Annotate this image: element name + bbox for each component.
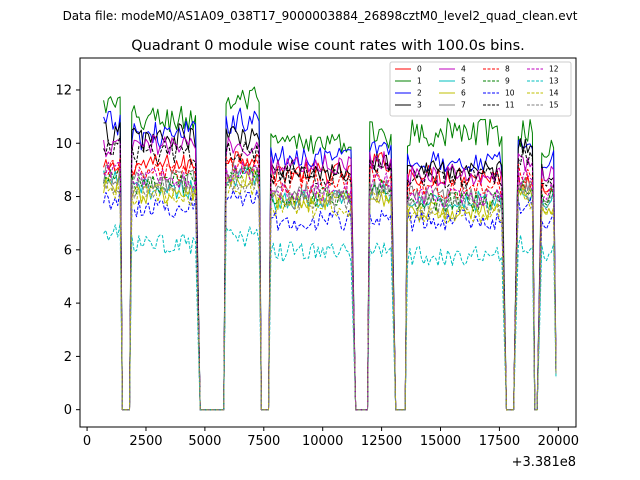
series-line-14 xyxy=(103,176,557,411)
x-axis-offset-label: +3.381e8 xyxy=(512,455,576,470)
chart-title: Quadrant 0 module wise count rates with … xyxy=(131,38,525,54)
legend-label-13: 13 xyxy=(549,77,559,86)
series-line-8 xyxy=(103,153,557,411)
legend-box xyxy=(389,61,572,117)
series-line-12 xyxy=(103,161,557,411)
x-tick-label: 7500 xyxy=(247,434,280,449)
series-line-13 xyxy=(103,222,557,411)
series-line-1 xyxy=(103,86,557,411)
legend-label-6: 6 xyxy=(461,89,466,98)
y-tick-label: 6 xyxy=(64,243,72,258)
legend-label-11: 11 xyxy=(505,101,515,110)
y-tick-label: 10 xyxy=(55,137,72,152)
y-tick-label: 0 xyxy=(64,403,72,418)
y-axis: 0 2 4 6 8 10 12 xyxy=(55,83,80,418)
y-tick-label: 12 xyxy=(55,83,72,98)
series-line-6 xyxy=(103,169,557,411)
series-line-11 xyxy=(103,135,557,411)
x-tick-label: 15000 xyxy=(420,434,461,449)
data-file-suptitle: Data file: modeM0/AS1A09_038T17_90000038… xyxy=(63,9,578,23)
legend-label-5: 5 xyxy=(461,77,466,86)
x-tick-label: 10000 xyxy=(302,434,343,449)
legend-label-2: 2 xyxy=(417,89,422,98)
legend-label-15: 15 xyxy=(549,101,559,110)
y-tick-label: 8 xyxy=(64,190,72,205)
x-tick-label: 20000 xyxy=(538,434,579,449)
legend-label-4: 4 xyxy=(461,65,466,74)
legend-label-7: 7 xyxy=(461,101,466,110)
legend-label-8: 8 xyxy=(505,65,510,74)
legend-label-14: 14 xyxy=(549,89,559,98)
series-line-10 xyxy=(103,189,557,411)
x-tick-label: 0 xyxy=(83,434,91,449)
legend-label-1: 1 xyxy=(417,77,422,86)
x-tick-label: 5000 xyxy=(188,434,221,449)
y-tick-label: 4 xyxy=(64,297,72,312)
legend-label-9: 9 xyxy=(505,77,510,86)
y-tick-label: 2 xyxy=(64,350,72,365)
series-layer xyxy=(103,86,557,411)
legend-label-0: 0 xyxy=(417,65,422,74)
x-tick-label: 12500 xyxy=(361,434,402,449)
x-tick-label: 17500 xyxy=(479,434,520,449)
legend-label-3: 3 xyxy=(417,101,422,110)
series-line-4 xyxy=(103,134,557,411)
legend-label-10: 10 xyxy=(505,89,515,98)
series-line-3 xyxy=(103,122,557,411)
series-line-15 xyxy=(103,174,557,411)
x-axis: 0 2500 5000 7500 10000 12500 15000 17500 20000 xyxy=(83,427,579,449)
legend-label-12: 12 xyxy=(549,65,559,74)
plot-frame xyxy=(79,57,577,428)
x-tick-label: 2500 xyxy=(129,434,162,449)
